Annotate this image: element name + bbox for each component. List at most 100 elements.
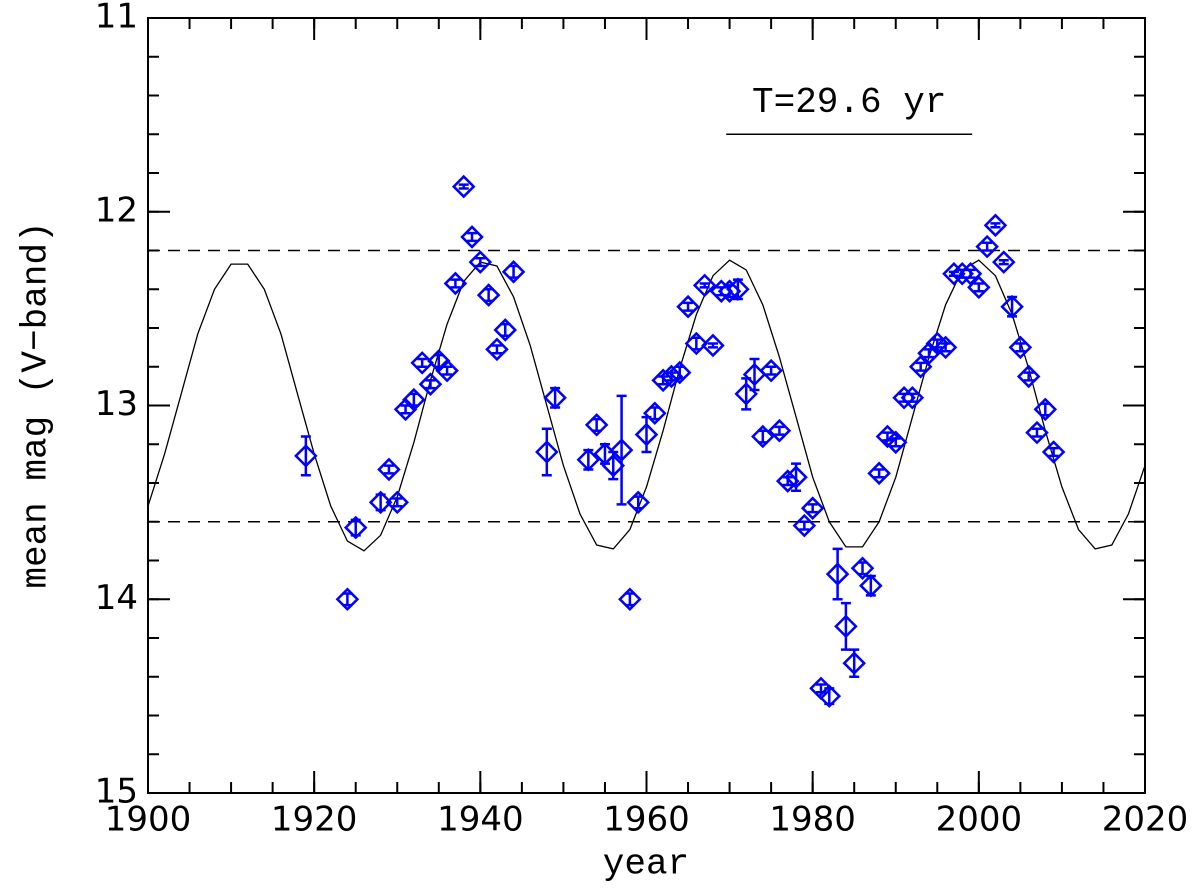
data-point — [751, 424, 775, 449]
data-point — [402, 387, 426, 412]
data-point — [933, 335, 958, 360]
error-bar — [475, 257, 486, 268]
error-bar — [425, 379, 436, 390]
data-point — [792, 513, 817, 538]
error-bar — [774, 425, 785, 436]
data-point — [859, 573, 883, 598]
data-point — [717, 279, 742, 303]
data-point — [576, 447, 601, 472]
data-point — [626, 490, 650, 515]
x-axis-label: year — [603, 844, 689, 885]
error-bar — [990, 222, 1001, 229]
data-point — [767, 418, 792, 443]
data-point — [435, 358, 459, 383]
data-point — [967, 275, 991, 300]
error-bar — [467, 231, 478, 243]
error-bar — [757, 429, 768, 444]
data-point — [659, 364, 684, 389]
error-bar — [832, 547, 843, 601]
x-tick-label: 2020 — [1102, 800, 1189, 840]
data-point — [1033, 397, 1058, 422]
data-point — [634, 422, 659, 447]
error-bar — [500, 322, 511, 337]
error-bar — [616, 394, 627, 506]
error-bar — [857, 561, 868, 576]
error-bar — [1040, 402, 1051, 417]
data-point — [543, 385, 567, 410]
data-point — [784, 465, 808, 489]
data-point — [443, 271, 468, 296]
data-point — [1016, 364, 1041, 389]
error-bar — [907, 392, 918, 403]
y-tick-label: 15 — [95, 772, 138, 812]
data-point — [900, 385, 925, 410]
data-point — [917, 341, 941, 365]
data-point — [692, 273, 717, 298]
error-bar — [641, 415, 652, 454]
data-point — [601, 453, 626, 478]
error-bar — [541, 427, 552, 477]
error-bar — [766, 365, 777, 376]
data-point — [676, 294, 700, 319]
error-bar — [624, 592, 635, 607]
data-point — [991, 250, 1016, 274]
data-point — [343, 515, 368, 540]
x-tick-label: 1980 — [769, 800, 856, 840]
data-point — [667, 360, 692, 385]
data-point — [609, 438, 634, 462]
error-bar — [483, 288, 494, 303]
error-bar — [998, 258, 1009, 266]
data-point — [643, 401, 667, 426]
data-point — [684, 331, 709, 356]
data-point — [775, 469, 800, 493]
x-tick-label: 2000 — [936, 800, 1023, 840]
data-point — [651, 368, 675, 393]
error-bar — [300, 435, 311, 477]
error-bar — [707, 342, 718, 349]
data-point — [817, 684, 842, 708]
error-bar — [508, 264, 519, 279]
data-point — [842, 651, 866, 675]
data-point — [385, 490, 410, 515]
error-bar — [1023, 371, 1034, 382]
data-point — [584, 413, 609, 437]
error-bar — [799, 520, 810, 531]
data-point — [908, 354, 933, 379]
data-point — [468, 250, 493, 274]
error-bar — [383, 464, 394, 475]
data-point — [501, 260, 526, 284]
data-point — [701, 333, 725, 358]
data-point — [759, 358, 783, 383]
data-point — [1041, 440, 1066, 464]
data-point — [1008, 335, 1033, 360]
data-point — [867, 461, 891, 486]
error-bar — [591, 417, 602, 432]
error-bar — [683, 301, 694, 312]
error-bar — [491, 344, 502, 355]
data-point — [800, 496, 825, 520]
data-point — [726, 277, 750, 302]
error-bar — [458, 183, 469, 190]
data-point — [493, 318, 518, 342]
data-point — [451, 174, 476, 199]
error-bar — [923, 348, 934, 359]
x-tick-label: 1900 — [105, 800, 192, 840]
x-tick-label: 1920 — [271, 800, 358, 840]
error-bar — [1048, 446, 1059, 458]
data-point — [618, 587, 642, 612]
error-bar — [392, 497, 403, 508]
model-curve — [147, 259, 1146, 552]
data-point — [535, 440, 559, 464]
x-tick-label: 1940 — [437, 800, 524, 840]
data-point — [335, 587, 360, 612]
y-tick-label: 14 — [95, 578, 138, 618]
error-bar — [699, 282, 710, 289]
data-point — [850, 556, 875, 581]
data-point — [1000, 294, 1024, 319]
error-bar — [342, 592, 353, 607]
y-tick-label: 13 — [95, 384, 138, 424]
data-point — [294, 444, 318, 468]
data-point — [418, 372, 443, 396]
error-bar — [1015, 342, 1026, 353]
